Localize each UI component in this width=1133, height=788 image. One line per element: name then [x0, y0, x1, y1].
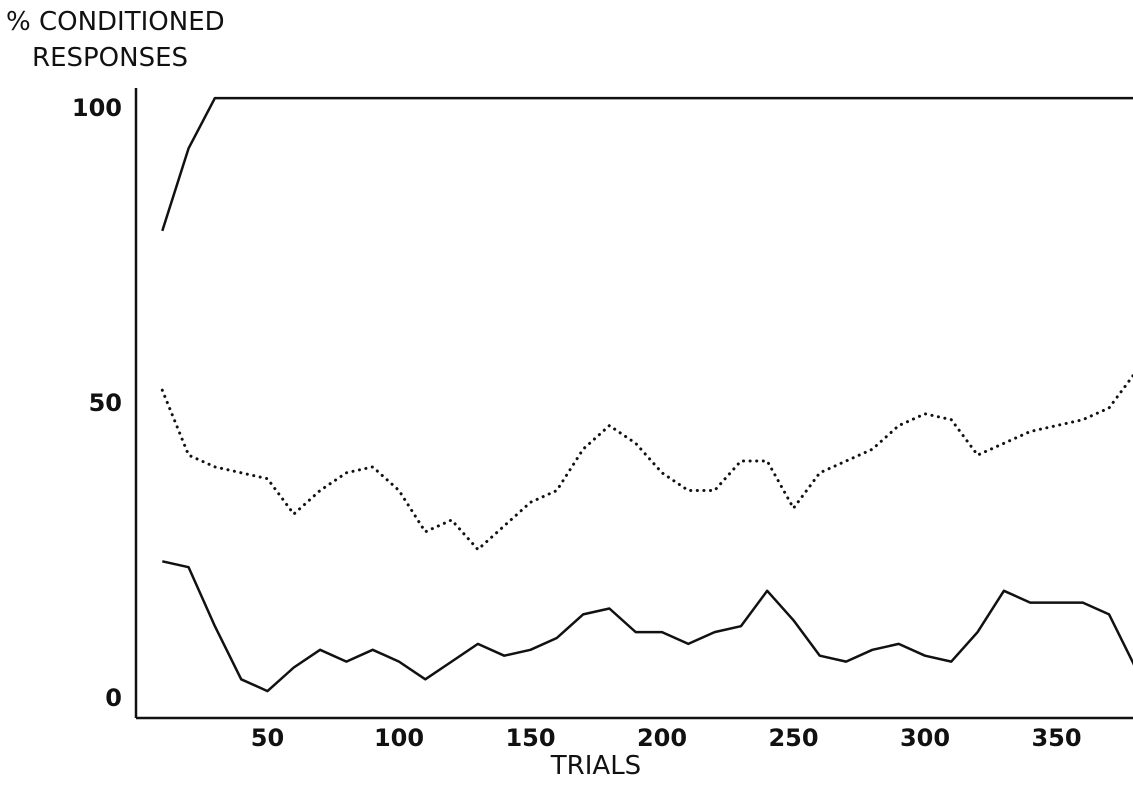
- y-axis-title-line-2: RESPONSES: [32, 43, 188, 73]
- x-tick-label: 300: [900, 724, 950, 752]
- series-line-2: [160, 373, 1133, 551]
- x-tick-label: 50: [251, 724, 284, 752]
- x-tick-label: 250: [768, 724, 818, 752]
- y-axis-title: % CONDITIONED RESPONSES: [6, 7, 225, 73]
- series-line-3: [162, 560, 1133, 693]
- y-axis-title-line-1: % CONDITIONED: [6, 7, 225, 37]
- y-tick-label: 0: [105, 684, 122, 712]
- series-line-1: [161, 96, 1133, 232]
- y-tick-label: 50: [89, 389, 122, 417]
- x-tick-label: 200: [637, 724, 687, 752]
- y-ticks: 0 50 100: [72, 94, 122, 712]
- axes: [134, 88, 1133, 720]
- y-tick-label: 100: [72, 94, 122, 122]
- x-ticks: 50 100 150 200 250 300 350: [251, 724, 1082, 752]
- x-tick-label: 100: [374, 724, 424, 752]
- x-tick-label: 150: [505, 724, 555, 752]
- series-layer: [160, 96, 1133, 693]
- x-tick-label: 350: [1031, 724, 1081, 752]
- x-axis-title: TRIALS: [550, 751, 641, 781]
